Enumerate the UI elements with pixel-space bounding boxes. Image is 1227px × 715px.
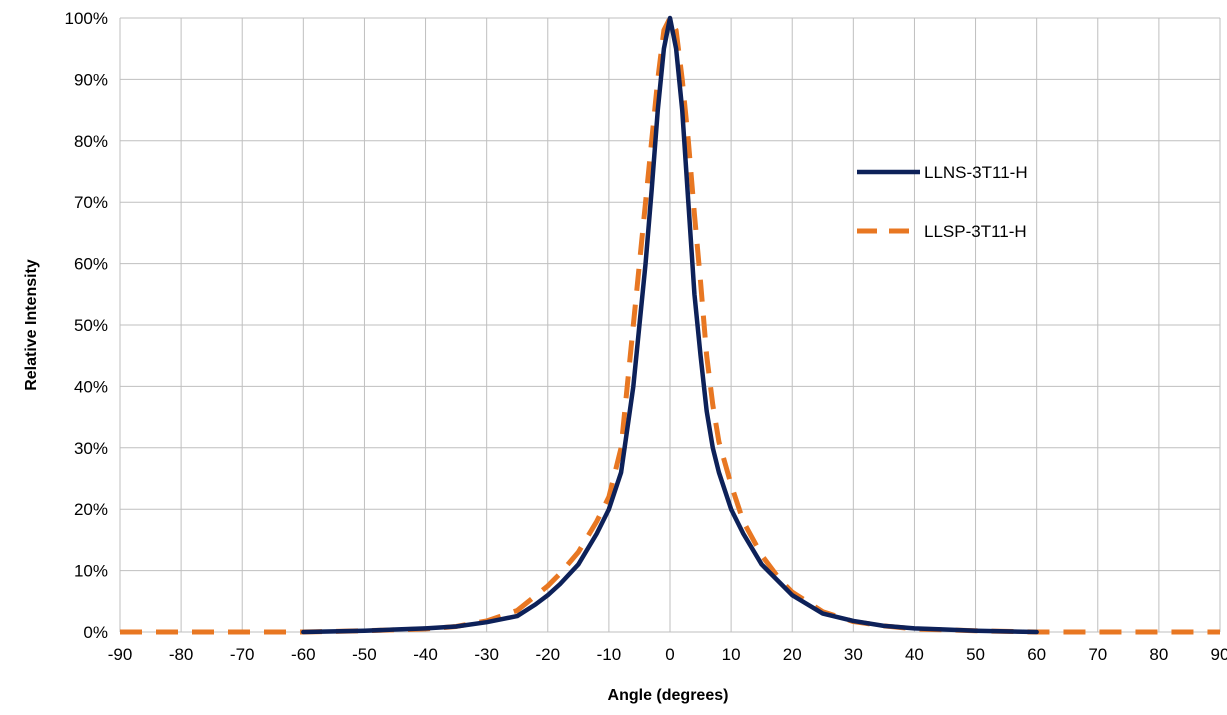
legend-label: LLNS-3T11-H: [924, 163, 1028, 182]
x-tick-label: 70: [1088, 645, 1107, 664]
x-tick-label: 50: [966, 645, 985, 664]
x-tick-label: -20: [535, 645, 560, 664]
tick-labels: -90 -80 -70 -60 -50 -40 -30 -20 -10 0 10 20 30 40 50 60…: [65, 9, 1227, 664]
series-line-llsp-3t11-h: [120, 15, 1220, 635]
x-tick-label: 60: [1027, 645, 1046, 664]
x-tick-label: 80: [1149, 645, 1168, 664]
x-tick-label: -30: [474, 645, 499, 664]
y-tick-label: 60%: [74, 255, 108, 274]
grid: [119, 17, 1221, 633]
legend: LLNS-3T11-H LLSP-3T11-H: [857, 163, 1028, 241]
legend-label: LLSP-3T11-H: [924, 222, 1027, 241]
y-tick-label: 0%: [83, 623, 108, 642]
x-tick-label: 90: [1211, 645, 1227, 664]
x-tick-label: -40: [413, 645, 438, 664]
x-tick-label: 0: [665, 645, 674, 664]
y-tick-label: 50%: [74, 316, 108, 335]
y-tick-label: 30%: [74, 439, 108, 458]
y-axis-title: Relative Intensity: [23, 259, 40, 391]
x-tick-label: -50: [352, 645, 377, 664]
y-tick-label: 100%: [65, 9, 108, 28]
x-tick-label: -90: [108, 645, 133, 664]
x-tick-label: -70: [230, 645, 255, 664]
series-lines: [120, 15, 1220, 635]
x-tick-label: -60: [291, 645, 316, 664]
x-axis-title: Angle (degrees): [608, 687, 729, 704]
x-tick-label: 10: [722, 645, 741, 664]
x-tick-label: -10: [597, 645, 622, 664]
x-tick-label: 40: [905, 645, 924, 664]
y-tick-label: 40%: [74, 377, 108, 396]
x-tick-label: 20: [783, 645, 802, 664]
y-tick-label: 20%: [74, 500, 108, 519]
y-tick-label: 80%: [74, 132, 108, 151]
series-line-llns-3t11-h: [301, 15, 1039, 635]
y-tick-label: 10%: [74, 562, 108, 581]
y-tick-label: 90%: [74, 70, 108, 89]
x-tick-label: -80: [169, 645, 194, 664]
x-tick-label: 30: [844, 645, 863, 664]
y-tick-label: 70%: [74, 193, 108, 212]
